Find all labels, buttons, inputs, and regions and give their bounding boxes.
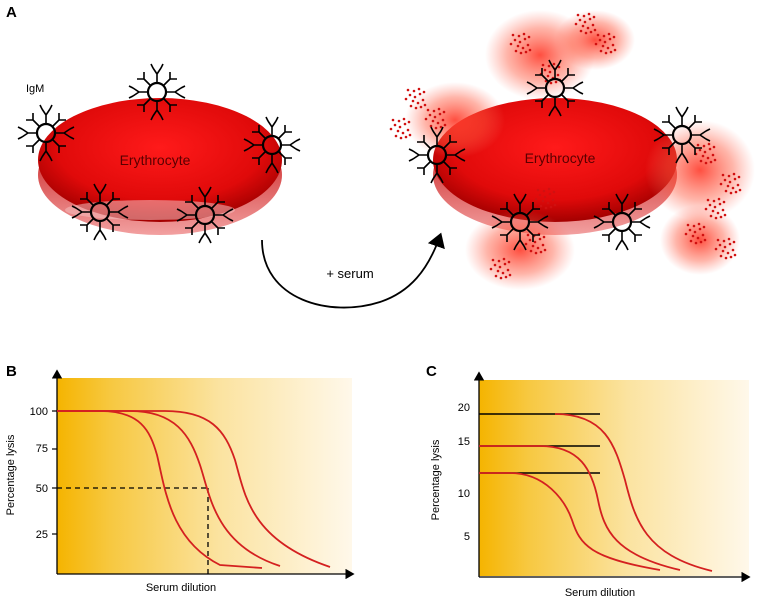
chart-b-ytick: 25 xyxy=(36,529,48,541)
chart-c-ytick: 10 xyxy=(458,488,470,500)
chart-b-ytick: 100 xyxy=(30,406,48,418)
chart-c-background xyxy=(479,380,749,576)
chart-b-ylabel: Percentage lysis xyxy=(5,434,17,515)
chart-c-series-1 xyxy=(479,472,661,571)
complement-glow xyxy=(405,10,755,290)
chart-b-series-2 xyxy=(57,410,281,567)
chart-b-background xyxy=(57,378,352,574)
chart-c-xlabel: Serum dilution xyxy=(565,587,635,599)
chart-b-series-1 xyxy=(57,410,263,569)
chart-b-ytick: 50 xyxy=(36,483,48,495)
chart-c-ytick: 20 xyxy=(458,402,470,414)
chart-b-xlabel: Serum dilution xyxy=(146,582,216,594)
erythrocyte-label-after: Erythrocyte xyxy=(525,150,596,166)
panel-b-letter: B xyxy=(6,363,17,380)
chart-c-ytick: 5 xyxy=(464,531,470,543)
chart-b-ytick: 75 xyxy=(36,443,48,455)
igm-label: IgM xyxy=(26,83,44,95)
serum-arrow-icon xyxy=(261,232,445,309)
serum-label: + serum xyxy=(326,266,373,281)
chart-c xyxy=(473,371,751,583)
chart-c-ylabel: Percentage lysis xyxy=(430,439,442,520)
chart-c-series-2 xyxy=(479,445,681,571)
panel-a-letter: A xyxy=(6,4,17,21)
chart-c-ytick: 15 xyxy=(458,436,470,448)
chart-b-series-3 xyxy=(57,410,331,568)
chart-b xyxy=(51,369,355,580)
panel-c-letter: C xyxy=(426,363,437,380)
chart-c-series-3 xyxy=(554,413,713,572)
erythrocyte-label-before: Erythrocyte xyxy=(120,152,191,168)
